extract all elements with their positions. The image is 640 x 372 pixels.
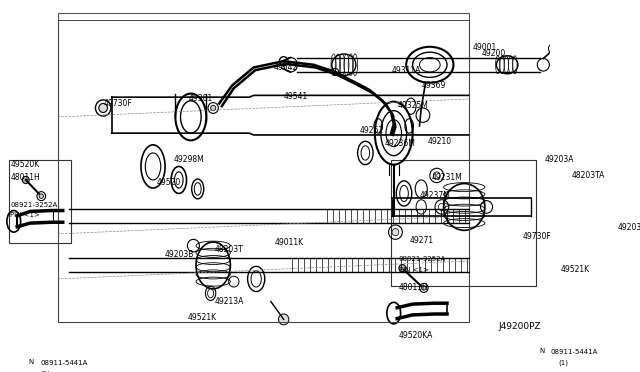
Circle shape [278,314,289,325]
Text: 49210: 49210 [428,137,452,146]
Text: 49730F: 49730F [523,232,552,241]
Text: 49521K: 49521K [188,313,216,322]
Text: 48011H: 48011H [399,283,429,292]
Text: 49262: 49262 [359,126,383,135]
Text: PIN <1>: PIN <1> [10,212,40,218]
Text: 49301: 49301 [189,94,213,103]
Text: 49369: 49369 [421,81,445,90]
Text: N: N [28,359,33,365]
Circle shape [399,264,406,272]
Text: 49542: 49542 [273,63,298,72]
Text: 08921-3252A: 08921-3252A [399,256,446,262]
Text: 49001: 49001 [473,43,497,52]
Text: PIN <1>: PIN <1> [399,267,429,273]
Text: 48203TA: 48203TA [572,171,605,180]
Text: 49237M: 49237M [419,191,451,200]
Text: 49213A: 49213A [215,297,244,306]
Text: 49541: 49541 [284,92,308,101]
Text: 48203T: 48203T [215,245,244,254]
Text: 49200: 49200 [481,49,506,58]
Circle shape [211,105,216,110]
Text: (1): (1) [559,360,569,366]
Text: 49011K: 49011K [275,238,304,247]
Text: 49203A: 49203A [545,155,575,164]
Bar [8,160,71,243]
Text: 49298M: 49298M [173,155,204,164]
Text: 49521K: 49521K [561,265,589,275]
Circle shape [39,194,44,198]
Bar [391,160,536,286]
Text: 49730F: 49730F [103,99,132,108]
Text: 08911-5441A: 08911-5441A [550,349,598,355]
Text: 49231M: 49231M [431,173,462,182]
Text: 49236M: 49236M [385,140,416,148]
Text: 08921-3252A: 08921-3252A [10,202,58,208]
Text: 49271: 49271 [409,236,433,245]
Text: 49203B: 49203B [617,223,640,232]
Text: 49520K: 49520K [10,160,40,169]
Text: 49311A: 49311A [392,66,421,75]
Circle shape [99,103,108,112]
Circle shape [22,176,29,183]
Text: 49520KA: 49520KA [399,331,433,340]
Circle shape [422,286,426,290]
Text: (1): (1) [40,371,51,372]
Text: 08911-5441A: 08911-5441A [40,360,88,366]
Text: 49203B: 49203B [165,250,195,259]
Circle shape [392,228,399,236]
Text: N: N [539,348,544,354]
Bar [58,13,468,322]
Text: J49200PZ: J49200PZ [499,322,541,331]
Text: 48011H: 48011H [10,173,40,182]
Text: 49325M: 49325M [397,101,428,110]
Text: 49520: 49520 [156,178,180,187]
